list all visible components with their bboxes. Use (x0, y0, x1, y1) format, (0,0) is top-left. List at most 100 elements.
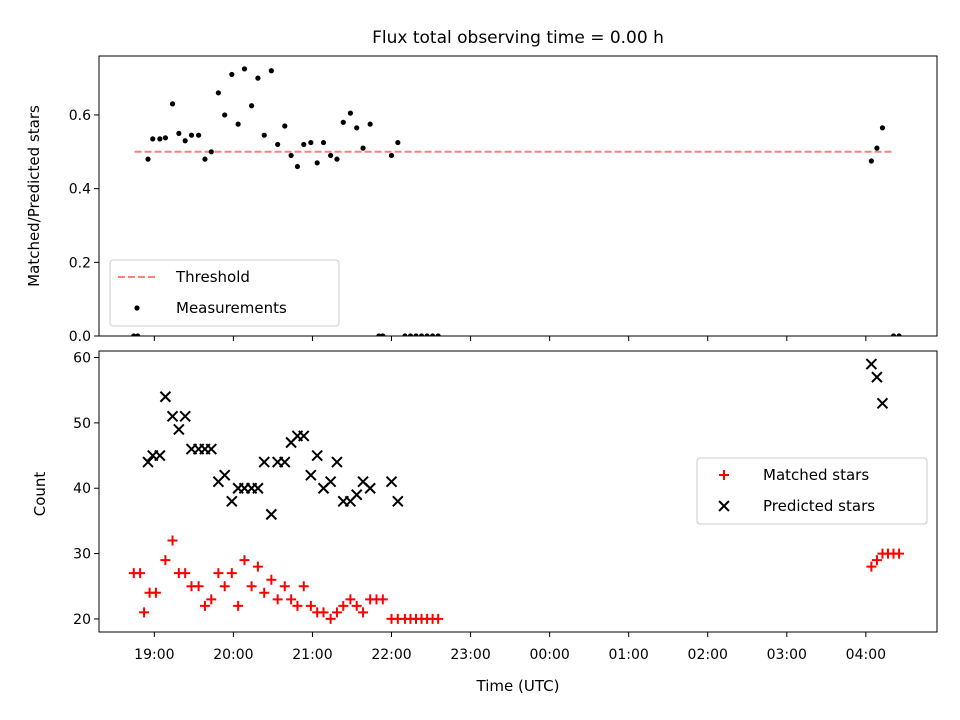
chart-title: Flux total observing time = 0.00 h (372, 28, 664, 48)
measurement-point (268, 68, 274, 74)
plot-area (131, 66, 902, 336)
axes-frame (98, 55, 938, 337)
x-tick-label: 02:00 (688, 647, 728, 663)
y-tick-label: 30 (73, 547, 91, 563)
matched-star-point (167, 535, 178, 546)
y-tick-label: 50 (73, 416, 91, 432)
x-tick-label: 03:00 (767, 647, 807, 663)
matched-star-point (233, 600, 244, 611)
matched-star-point (219, 581, 230, 592)
measurement-point (890, 333, 897, 336)
predicted-star-point (252, 482, 264, 494)
measurement-point (407, 333, 414, 336)
measurement-point (248, 103, 255, 109)
matched-star-point (433, 613, 444, 624)
bottom-ylabel: Count (31, 472, 49, 517)
measurement-point (176, 130, 182, 136)
measurement-point (235, 121, 241, 127)
matched-star-point (298, 581, 309, 592)
measurement-point (367, 121, 373, 127)
measurement-point (301, 141, 307, 148)
matched-star-point (252, 561, 263, 572)
matched-star-point (894, 548, 905, 559)
measurement-point (215, 90, 221, 96)
measurement-point (157, 136, 163, 142)
matched-star-point (160, 555, 171, 566)
measurement-point (354, 125, 360, 131)
predicted-star-point (385, 475, 398, 488)
x-tick-label: 21:00 (292, 647, 332, 663)
matched-star-point (871, 555, 882, 566)
measurement-point (430, 333, 436, 336)
measurement-point (424, 333, 430, 336)
y-tick-label: 0.0 (69, 329, 91, 345)
measurement-point (145, 156, 151, 162)
x-tick-label: 22:00 (371, 647, 411, 663)
measurement-point (255, 75, 261, 81)
measurement-point (360, 145, 366, 151)
top-axes: 0.0 0.2 0.4 0.6 Threshold Measurements (69, 55, 938, 345)
measurement-point (169, 101, 176, 107)
predicted-star-point (331, 456, 343, 468)
measurement-point (874, 145, 880, 151)
measurement-point (288, 152, 294, 159)
measurement-point (402, 333, 408, 336)
predicted-star-point (159, 391, 172, 403)
measurement-point (150, 136, 156, 142)
matched-star-point (150, 587, 161, 598)
matched-star-point (331, 607, 342, 618)
plot-area (128, 358, 905, 624)
bottom-xlabel: Time (UTC) (476, 677, 560, 695)
matched-star-point (286, 594, 297, 605)
predicted-star-point (265, 508, 278, 521)
x-tick-label: 04:00 (846, 647, 886, 663)
predicted-star-point (173, 423, 185, 436)
measurement-point (294, 163, 301, 170)
matched-star-point (239, 555, 250, 566)
matched-star-point (272, 594, 283, 605)
legend-swatch-matched (719, 470, 729, 480)
x-tick-label: 19:00 (134, 647, 174, 663)
y-tick-label: 0.2 (69, 255, 91, 271)
matched-star-point (318, 607, 329, 618)
predicted-star-point (865, 358, 878, 370)
measurement-point (418, 333, 425, 336)
legend-label: Measurements (176, 299, 287, 317)
matched-star-point (259, 587, 270, 598)
y-tick-label: 0.4 (69, 182, 91, 198)
matched-star-point (213, 568, 224, 579)
measurement-point (162, 135, 169, 141)
legend-label: Predicted stars (763, 497, 875, 515)
matched-star-point (351, 600, 362, 611)
y-tick-label: 40 (73, 481, 91, 497)
predicted-star-point (142, 456, 154, 468)
measurement-point (320, 139, 327, 146)
x-tick-label: 00:00 (529, 647, 569, 663)
matched-star-point (279, 581, 290, 592)
y-tick-label: 20 (73, 612, 91, 628)
measurement-point (347, 110, 353, 116)
measurement-point (328, 152, 334, 159)
predicted-star-point (154, 449, 166, 462)
predicted-star-point (279, 456, 291, 468)
predicted-star-point (226, 495, 238, 508)
measurement-point (196, 132, 202, 138)
predicted-star-point (305, 469, 317, 481)
matched-star-point (338, 600, 349, 611)
matched-star-point (292, 600, 303, 611)
predicted-star-point (392, 495, 404, 508)
matched-star-point (266, 574, 277, 585)
predicted-star-point (311, 449, 323, 462)
matched-star-point (199, 600, 210, 611)
measurement-point (202, 156, 208, 162)
measurement-point (413, 333, 419, 336)
predicted-star-point (876, 397, 889, 409)
measurement-point (131, 333, 137, 336)
predicted-star-point (179, 410, 191, 423)
x-tick-label: 23:00 (450, 647, 490, 663)
matched-star-point (377, 594, 388, 605)
matched-star-point (206, 594, 217, 605)
matched-star-point (345, 594, 356, 605)
predicted-star-point (871, 371, 883, 383)
